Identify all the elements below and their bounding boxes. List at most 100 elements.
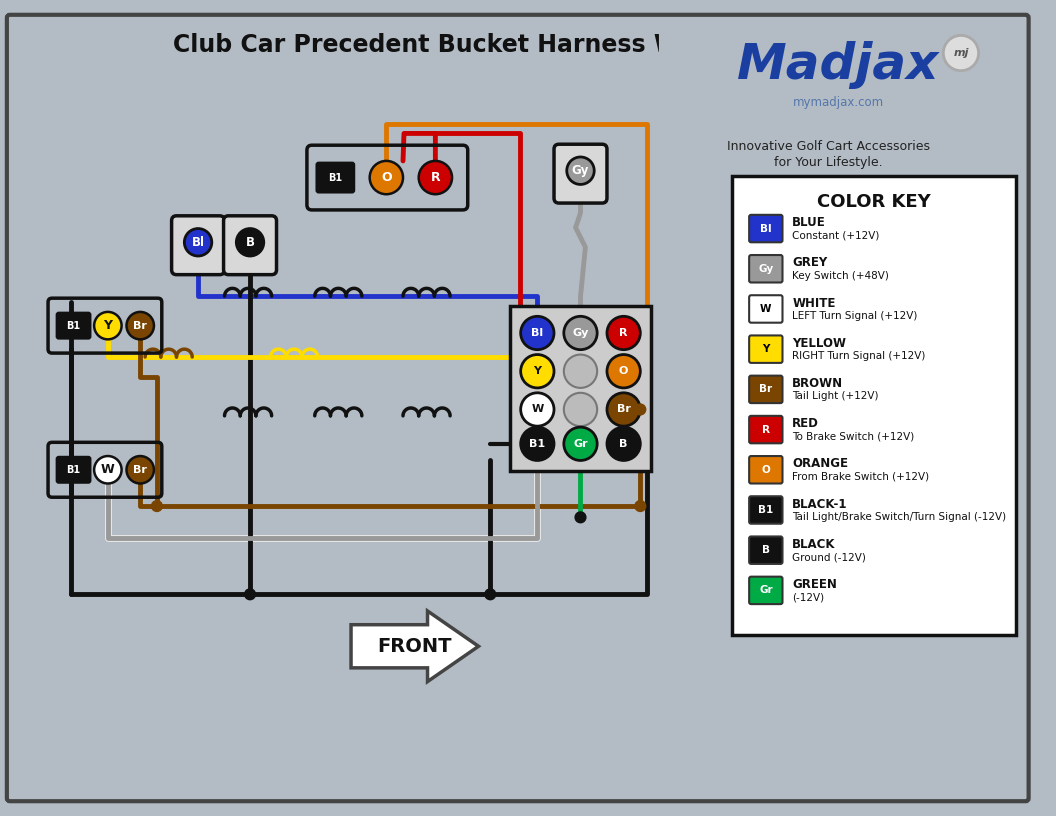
Circle shape <box>521 355 554 388</box>
FancyBboxPatch shape <box>317 163 354 193</box>
Text: W: W <box>531 405 544 415</box>
FancyBboxPatch shape <box>749 335 782 363</box>
FancyArrow shape <box>351 611 478 681</box>
Circle shape <box>521 392 554 426</box>
Circle shape <box>418 161 452 194</box>
FancyBboxPatch shape <box>224 215 277 275</box>
Text: FRONT: FRONT <box>378 636 452 656</box>
FancyBboxPatch shape <box>510 305 652 472</box>
Text: Br: Br <box>133 465 147 475</box>
FancyBboxPatch shape <box>749 496 782 524</box>
FancyBboxPatch shape <box>749 375 782 403</box>
Circle shape <box>521 317 554 350</box>
Text: Club Car Precedent Bucket Harness Wiring Diagram: Club Car Precedent Bucket Harness Wiring… <box>173 33 863 57</box>
Circle shape <box>607 317 640 350</box>
Text: GREEN: GREEN <box>792 578 837 591</box>
Text: RED: RED <box>792 417 819 430</box>
Text: Ground (-12V): Ground (-12V) <box>792 552 866 562</box>
Circle shape <box>607 355 640 388</box>
Text: R: R <box>620 328 628 338</box>
FancyBboxPatch shape <box>749 215 782 242</box>
Text: W: W <box>760 304 772 314</box>
FancyBboxPatch shape <box>57 457 90 482</box>
Text: Tail Light/Brake Switch/Turn Signal (-12V): Tail Light/Brake Switch/Turn Signal (-12… <box>792 512 1006 522</box>
FancyBboxPatch shape <box>749 295 782 322</box>
Circle shape <box>564 317 597 350</box>
Text: B: B <box>620 439 628 449</box>
Text: Gr: Gr <box>573 439 588 449</box>
Text: Gy: Gy <box>572 328 588 338</box>
Text: B1: B1 <box>328 172 342 183</box>
Circle shape <box>245 589 256 600</box>
FancyBboxPatch shape <box>749 536 782 564</box>
Text: GREY: GREY <box>792 256 828 269</box>
Text: W: W <box>101 463 115 477</box>
Text: O: O <box>761 465 770 475</box>
Circle shape <box>127 456 154 484</box>
FancyBboxPatch shape <box>6 15 1029 801</box>
Text: Constant (+12V): Constant (+12V) <box>792 230 880 241</box>
Text: O: O <box>381 171 392 184</box>
Text: BLUE: BLUE <box>792 216 826 229</box>
Circle shape <box>635 501 645 512</box>
Text: Br: Br <box>759 384 772 394</box>
FancyBboxPatch shape <box>749 456 782 484</box>
Text: Gr: Gr <box>759 585 773 596</box>
Circle shape <box>127 312 154 339</box>
Text: Madjax: Madjax <box>737 41 940 89</box>
Text: Br: Br <box>617 405 630 415</box>
Circle shape <box>564 392 597 426</box>
Circle shape <box>151 501 163 512</box>
Text: B1: B1 <box>529 439 545 449</box>
Text: Gy: Gy <box>758 264 773 273</box>
Text: B: B <box>761 545 770 555</box>
Circle shape <box>564 427 597 460</box>
Circle shape <box>607 427 640 460</box>
Text: Y: Y <box>533 366 542 376</box>
FancyBboxPatch shape <box>659 25 1018 198</box>
Text: BLACK: BLACK <box>792 538 835 551</box>
Text: Tail Light (+12V): Tail Light (+12V) <box>792 391 879 401</box>
Text: LEFT Turn Signal (+12V): LEFT Turn Signal (+12V) <box>792 311 918 321</box>
FancyBboxPatch shape <box>732 175 1016 636</box>
Circle shape <box>94 456 121 484</box>
Text: RIGHT Turn Signal (+12V): RIGHT Turn Signal (+12V) <box>792 351 926 361</box>
Text: ORANGE: ORANGE <box>792 458 848 470</box>
Circle shape <box>635 404 645 415</box>
Circle shape <box>185 228 212 256</box>
FancyBboxPatch shape <box>171 215 225 275</box>
Text: From Brake Switch (+12V): From Brake Switch (+12V) <box>792 472 929 481</box>
Text: B1: B1 <box>758 505 773 515</box>
FancyBboxPatch shape <box>57 313 90 339</box>
Text: B1: B1 <box>67 321 80 330</box>
Text: B1: B1 <box>67 465 80 475</box>
Text: O: O <box>619 366 628 376</box>
Text: R: R <box>431 171 440 184</box>
FancyBboxPatch shape <box>749 255 782 282</box>
Circle shape <box>237 228 264 256</box>
Text: Bl: Bl <box>531 328 544 338</box>
FancyBboxPatch shape <box>749 577 782 604</box>
Text: Key Switch (+48V): Key Switch (+48V) <box>792 271 889 281</box>
Text: Bl: Bl <box>760 224 772 233</box>
Circle shape <box>370 161 403 194</box>
Circle shape <box>94 312 121 339</box>
Text: Br: Br <box>133 321 147 330</box>
Circle shape <box>521 427 554 460</box>
Circle shape <box>564 355 597 388</box>
Text: Bl: Bl <box>191 236 205 249</box>
Text: To Brake Switch (+12V): To Brake Switch (+12V) <box>792 432 914 441</box>
Text: B: B <box>246 236 254 249</box>
FancyBboxPatch shape <box>749 416 782 443</box>
Text: BLACK-1: BLACK-1 <box>792 498 848 511</box>
Circle shape <box>943 35 979 71</box>
Circle shape <box>576 512 586 523</box>
Text: Y: Y <box>103 319 112 332</box>
Text: Y: Y <box>762 344 770 354</box>
Circle shape <box>485 589 495 600</box>
Text: Innovative Golf Cart Accessories: Innovative Golf Cart Accessories <box>728 140 930 153</box>
Text: COLOR KEY: COLOR KEY <box>816 193 930 211</box>
Text: for Your Lifestyle.: for Your Lifestyle. <box>774 157 883 170</box>
Text: WHITE: WHITE <box>792 296 835 309</box>
Text: R: R <box>761 424 770 435</box>
